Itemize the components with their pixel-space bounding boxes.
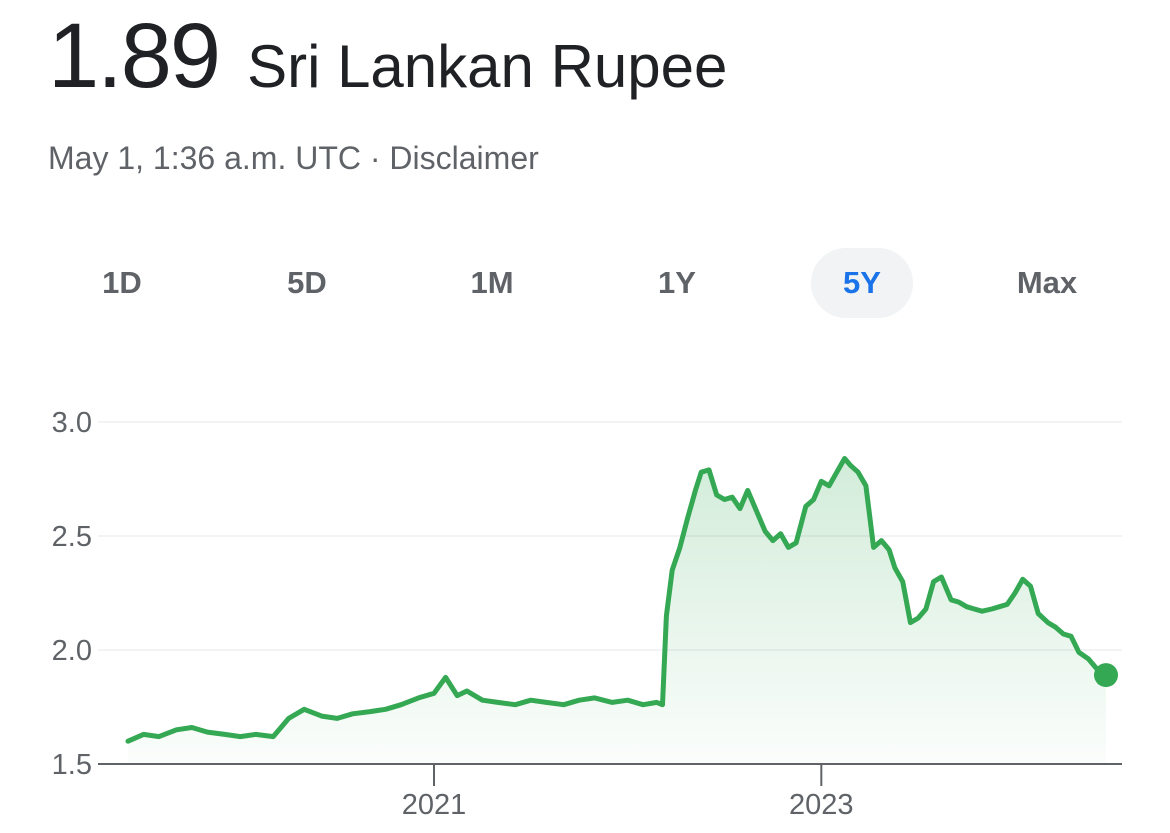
y-tick-label: 2.5 bbox=[52, 521, 92, 553]
y-tick-label: 1.5 bbox=[52, 749, 92, 781]
tab-1m[interactable]: 1M bbox=[470, 265, 514, 300]
current-value-dot[interactable] bbox=[1094, 663, 1118, 688]
price-area bbox=[128, 458, 1106, 764]
timestamp: May 1, 1:36 a.m. UTC bbox=[48, 140, 361, 176]
disclaimer-link[interactable]: Disclaimer bbox=[389, 140, 539, 176]
tab-5y[interactable]: 5Y bbox=[811, 248, 913, 318]
price-line bbox=[125, 456, 1109, 744]
currency-name: Sri Lankan Rupee bbox=[247, 33, 728, 100]
y-tick-label: 2.0 bbox=[52, 635, 92, 667]
tab-max[interactable]: Max bbox=[1016, 265, 1078, 300]
price-chart[interactable]: 1.5 2.0 2.5 3.0 2021 2023 bbox=[0, 380, 1170, 833]
y-tick-label: 3.0 bbox=[52, 407, 92, 439]
tab-5d[interactable]: 5D bbox=[287, 265, 327, 300]
x-tick-label: 2023 bbox=[789, 789, 854, 821]
tab-1y[interactable]: 1Y bbox=[658, 265, 696, 300]
exchange-rate-value: 1.89 bbox=[48, 5, 221, 107]
time-range-tabs: 1D 5D 1M 1Y 5Y Max bbox=[0, 248, 1170, 320]
y-axis-labels: 1.5 2.0 2.5 3.0 bbox=[52, 407, 92, 781]
quote-header: 1.89 Sri Lankan Rupee bbox=[48, 10, 727, 102]
x-axis-ticks: 2021 2023 bbox=[402, 764, 854, 821]
separator: · bbox=[360, 140, 390, 176]
timestamp-line: May 1, 1:36 a.m. UTC · Disclaimer bbox=[48, 140, 539, 177]
x-tick-label: 2021 bbox=[402, 789, 467, 821]
tab-1d[interactable]: 1D bbox=[102, 265, 142, 300]
